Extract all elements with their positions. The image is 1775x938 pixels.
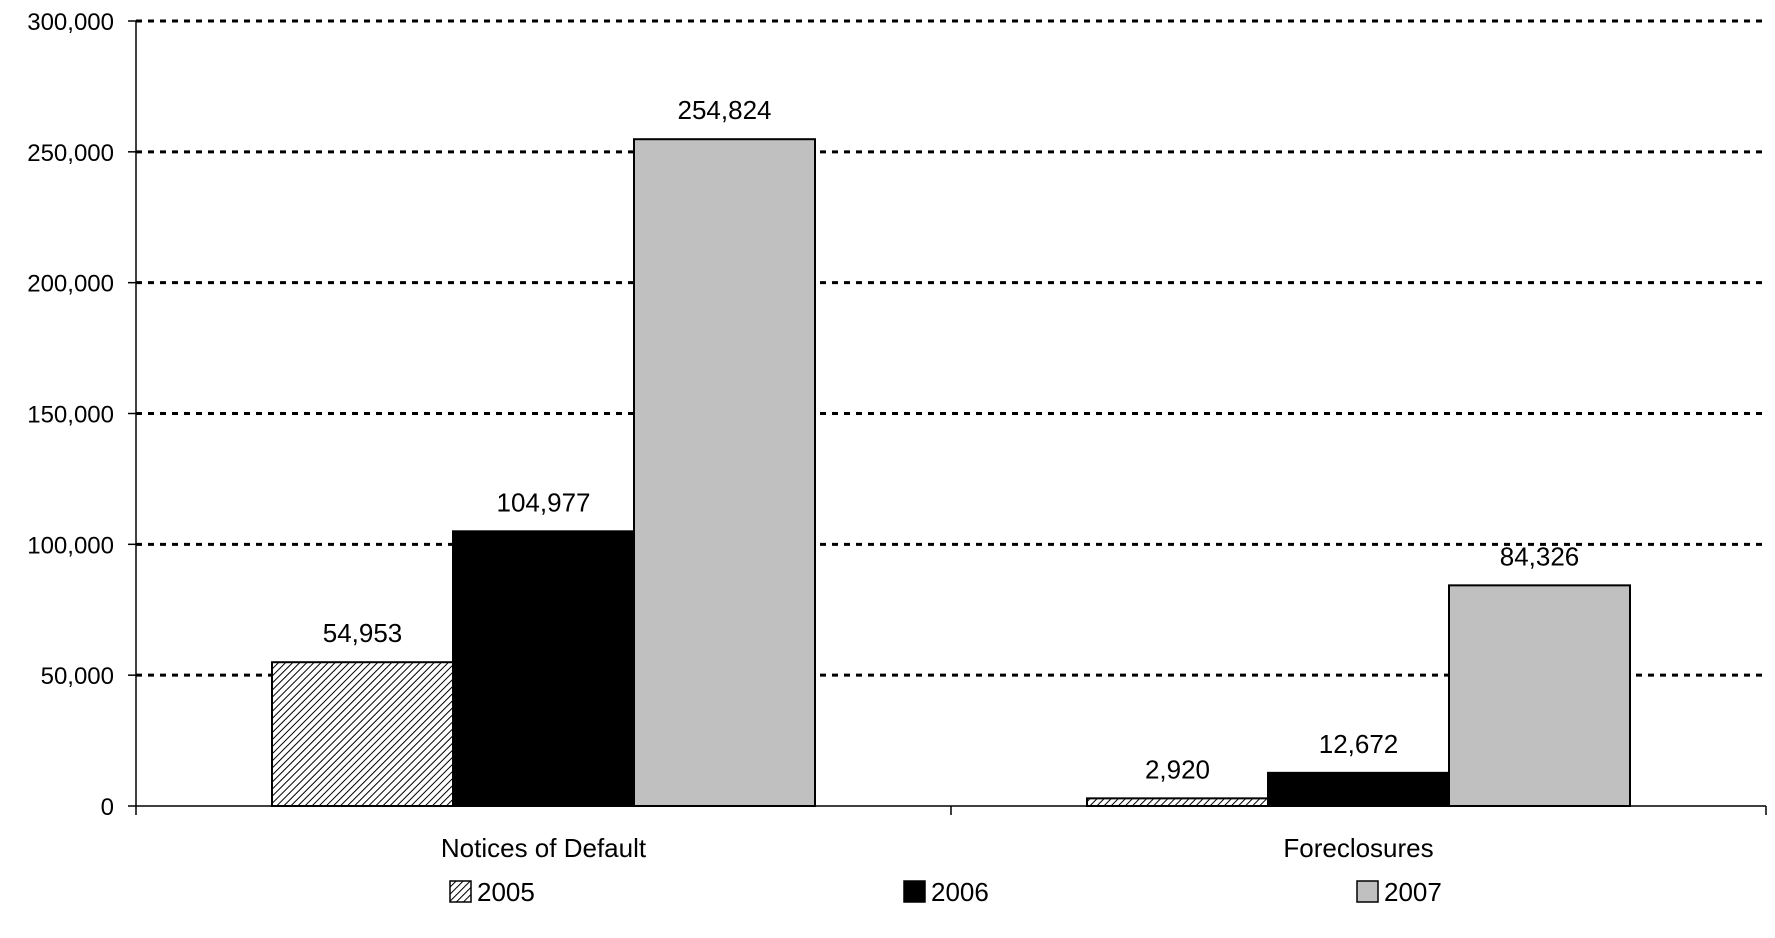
data-labels: 54,953 104,977 254,824 2,920 12,672 84,326	[323, 95, 1580, 784]
bars	[271, 138, 1631, 808]
bar-2007	[633, 138, 816, 808]
y-tick-label: 200,000	[27, 271, 114, 298]
data-label: 12,672	[1319, 729, 1399, 759]
data-label: 254,824	[678, 95, 772, 125]
bar-2006	[1267, 771, 1450, 808]
data-label: 54,953	[323, 618, 403, 648]
y-tick-label: 0	[101, 794, 114, 821]
legend-label: 2007	[1384, 877, 1442, 907]
y-tick-label: 100,000	[27, 532, 114, 559]
y-tick-label: 150,000	[27, 402, 114, 429]
legend-swatch-2007	[1356, 880, 1379, 903]
bar-2005	[271, 661, 454, 807]
category-label: Foreclosures	[1283, 833, 1433, 863]
bar-2005	[1086, 797, 1269, 807]
y-tick-label: 300,000	[27, 9, 114, 36]
bar-2007	[1448, 584, 1631, 808]
data-label: 104,977	[497, 487, 591, 517]
data-label: 84,326	[1500, 541, 1580, 571]
legend: 2005 2006 2007	[449, 877, 1442, 907]
legend-swatch-2006	[903, 880, 926, 903]
legend-label: 2005	[477, 877, 535, 907]
y-tick-label: 250,000	[27, 140, 114, 167]
bar-2006	[452, 530, 635, 807]
legend-label: 2006	[931, 877, 989, 907]
y-tick-label: 50,000	[41, 663, 114, 690]
category-label: Notices of Default	[441, 833, 647, 863]
legend-swatch-2005	[449, 880, 472, 903]
gridlines	[136, 19, 1766, 677]
data-label: 2,920	[1145, 754, 1210, 784]
